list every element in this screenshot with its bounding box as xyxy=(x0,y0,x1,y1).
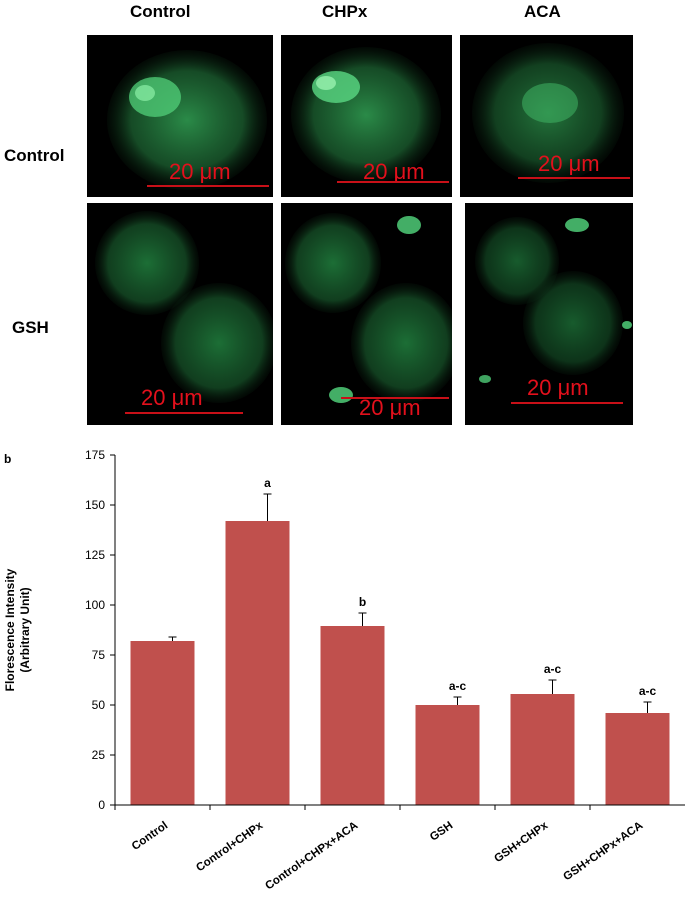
y-tick-label: 125 xyxy=(85,548,105,562)
micrograph-control-chpx: 20 μm xyxy=(281,35,452,197)
bar xyxy=(320,626,385,805)
bar xyxy=(510,694,575,805)
bar xyxy=(605,713,670,805)
scale-bar-line xyxy=(147,185,269,187)
cell-image xyxy=(291,47,441,183)
y-axis-label-line: (Arbitrary Unit) xyxy=(18,587,32,672)
scale-bar-label: 20 μm xyxy=(363,159,425,184)
bar-chart: Florescence Intensity (Arbitrary Unit) 0 2… xyxy=(3,448,685,893)
significance-label: a xyxy=(264,476,271,490)
y-tick-label: 50 xyxy=(92,698,106,712)
bar xyxy=(225,521,290,805)
panel-b-label: b xyxy=(4,452,12,466)
y-axis-ticks: 0 25 50 75 100 125 150 175 xyxy=(85,448,115,812)
y-axis-label: Florescence Intensity (Arbitrary Unit) xyxy=(3,568,32,691)
scale-bar-label: 20 μm xyxy=(169,159,231,184)
x-tick-label: Control xyxy=(130,820,170,853)
column-label-chpx: CHPx xyxy=(322,2,368,21)
scale-bar-line xyxy=(341,397,449,399)
significance-label: a-c xyxy=(639,684,657,698)
cell-image xyxy=(95,211,273,403)
y-tick-label: 75 xyxy=(92,648,106,662)
y-tick-label: 100 xyxy=(85,598,105,612)
x-tick-label: GSH+CHPx+ACA xyxy=(561,820,645,884)
x-tick-label: Control+CHPx xyxy=(194,819,265,874)
bars: a b a-c a-c a-c xyxy=(130,476,670,805)
scale-bar-label: 20 μm xyxy=(538,151,600,176)
y-tick-label: 175 xyxy=(85,448,105,462)
scale-bar-line xyxy=(125,412,243,414)
micrograph-gsh-aca: 20 μm xyxy=(465,203,633,425)
x-tick-label: GSH+CHPx xyxy=(492,819,550,865)
y-tick-label: 0 xyxy=(98,798,105,812)
cell-image xyxy=(475,217,632,383)
y-tick-label: 150 xyxy=(85,498,105,512)
scale-bar-line xyxy=(511,402,623,404)
scale-bar-label: 20 μm xyxy=(527,375,589,400)
cell-image xyxy=(107,50,267,190)
micrograph-control-control: 20 μm xyxy=(87,35,273,197)
bar xyxy=(415,705,480,805)
x-tick-label: GSH xyxy=(428,820,455,844)
significance-label: a-c xyxy=(544,662,562,676)
y-axis-label-line: Florescence Intensity xyxy=(3,568,17,691)
micrograph-gsh-control: 20 μm xyxy=(87,203,273,425)
micrograph-control-aca: 20 μm xyxy=(460,35,633,197)
significance-label: a-c xyxy=(449,679,467,693)
significance-label: b xyxy=(359,595,366,609)
y-tick-label: 25 xyxy=(92,748,106,762)
micrograph-gsh-chpx: 20 μm xyxy=(281,203,452,425)
cell-image xyxy=(285,213,452,403)
scale-bar-label: 20 μm xyxy=(359,395,421,420)
column-label-control: Control xyxy=(130,2,191,21)
column-label-aca: ACA xyxy=(524,2,561,21)
scale-bar-line xyxy=(337,181,449,183)
scale-bar-label: 20 μm xyxy=(141,385,203,410)
bar xyxy=(130,641,195,805)
cell-image xyxy=(472,43,624,183)
x-tick-label: Control+CHPx+ACA xyxy=(263,820,360,893)
scale-bar-line xyxy=(518,177,630,179)
row-label-gsh: GSH xyxy=(12,318,49,337)
row-label-control: Control xyxy=(4,146,65,165)
